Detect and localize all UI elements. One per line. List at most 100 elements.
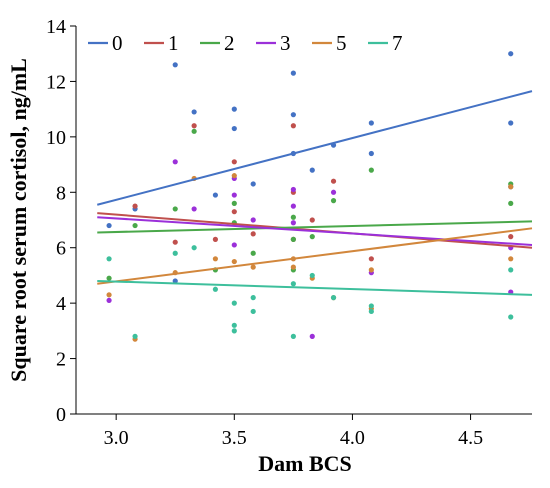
legend-label-series-5: 5: [336, 31, 347, 55]
data-point-series-5: [290, 264, 296, 270]
data-point-series-0: [172, 62, 178, 68]
data-point-series-5: [508, 256, 514, 262]
data-point-series-3: [290, 203, 296, 209]
x-tick-label: 4.5: [458, 427, 483, 449]
data-point-series-5: [368, 267, 374, 273]
fit-line-series-5: [97, 227, 533, 285]
legend-label-series-0: 0: [112, 31, 123, 55]
data-point-series-7: [212, 286, 218, 292]
data-point-series-7: [508, 267, 514, 273]
data-point-series-0: [212, 192, 218, 198]
data-point-series-3: [106, 297, 112, 303]
data-point-series-1: [191, 123, 197, 129]
data-point-series-7: [231, 300, 237, 306]
data-point-series-0: [231, 106, 237, 112]
data-point-series-2: [106, 275, 112, 281]
data-point-series-2: [290, 236, 296, 242]
y-tick-label: 4: [56, 293, 66, 315]
data-point-series-1: [368, 256, 374, 262]
y-tick-label: 8: [56, 182, 66, 204]
data-point-series-5: [106, 292, 112, 298]
data-point-series-0: [250, 181, 256, 187]
legend-label-series-3: 3: [280, 31, 291, 55]
y-tick-label: 0: [56, 404, 66, 426]
x-tick-label: 3.0: [104, 427, 129, 449]
data-point-series-7: [231, 328, 237, 334]
data-point-series-0: [508, 51, 514, 57]
fit-lines-layer: [97, 90, 533, 296]
x-axis-ticks: 3.0 3.5 4.0 4.5: [104, 414, 483, 449]
data-point-series-5: [231, 173, 237, 179]
data-point-series-1: [250, 231, 256, 237]
data-point-series-2: [330, 198, 337, 204]
data-point-series-3: [290, 220, 296, 226]
data-point-series-3: [231, 242, 237, 248]
data-point-series-3: [290, 186, 296, 193]
y-axis-title: Square root serum cortisol, ng/mL: [6, 58, 31, 382]
data-point-series-1: [132, 203, 138, 209]
data-point-series-7: [368, 303, 374, 309]
data-point-series-0: [231, 125, 237, 132]
y-tick-label: 12: [46, 71, 66, 93]
x-tick-label: 4.0: [340, 427, 365, 449]
data-point-series-5: [231, 258, 237, 265]
fit-line-series-0: [97, 90, 533, 206]
data-point-series-2: [290, 214, 296, 220]
legend: 0 1 2 3 5 7: [88, 31, 403, 55]
data-point-series-2: [132, 222, 138, 229]
data-point-series-7: [231, 322, 237, 328]
data-point-series-3: [172, 159, 178, 165]
data-point-series-0: [290, 70, 296, 76]
data-point-series-5: [250, 264, 256, 270]
data-point-series-3: [309, 333, 315, 339]
data-point-series-7: [250, 295, 256, 301]
data-point-series-5: [508, 184, 514, 190]
data-point-series-1: [508, 234, 514, 240]
y-axis-ticks: 0 2 4 6 8 10 12 14: [46, 16, 76, 426]
data-point-series-2: [250, 250, 256, 256]
data-point-series-2: [508, 200, 514, 206]
data-point-series-3: [330, 189, 337, 195]
data-point-series-7: [191, 245, 197, 251]
data-point-series-0: [290, 112, 296, 118]
data-point-series-7: [250, 308, 256, 315]
y-tick-label: 14: [46, 16, 66, 38]
data-point-series-3: [191, 206, 197, 212]
data-point-series-7: [508, 314, 514, 320]
data-point-series-0: [368, 150, 374, 157]
data-point-series-1: [212, 236, 218, 242]
data-point-series-7: [330, 295, 337, 301]
data-point-series-0: [191, 109, 197, 115]
legend-label-series-7: 7: [392, 31, 403, 55]
data-point-series-7: [290, 333, 296, 339]
data-point-series-1: [290, 123, 296, 129]
legend-label-series-1: 1: [168, 31, 179, 55]
data-point-series-7: [132, 333, 138, 339]
y-tick-label: 10: [46, 127, 66, 149]
data-point-series-0: [172, 278, 178, 284]
data-point-series-2: [309, 234, 315, 240]
data-point-series-7: [368, 308, 374, 315]
data-point-series-7: [290, 281, 296, 287]
data-point-series-0: [508, 120, 514, 126]
y-tick-label: 6: [56, 238, 66, 260]
data-points-layer: [106, 51, 514, 342]
data-point-series-7: [106, 256, 112, 262]
data-point-series-2: [368, 167, 374, 173]
data-point-series-1: [330, 178, 337, 184]
legend-label-series-2: 2: [224, 31, 235, 55]
data-point-series-1: [309, 217, 315, 223]
data-point-series-3: [231, 192, 237, 198]
data-point-series-2: [191, 128, 197, 134]
data-point-series-1: [231, 159, 237, 165]
data-point-series-3: [250, 217, 256, 223]
data-point-series-0: [309, 167, 315, 173]
fit-line-series-2: [97, 220, 533, 234]
y-tick-label: 2: [56, 349, 66, 371]
data-point-series-0: [106, 222, 112, 229]
data-point-series-2: [231, 200, 237, 206]
x-axis-title: Dam BCS: [258, 451, 352, 476]
data-point-series-0: [368, 120, 374, 126]
data-point-series-7: [309, 272, 315, 279]
